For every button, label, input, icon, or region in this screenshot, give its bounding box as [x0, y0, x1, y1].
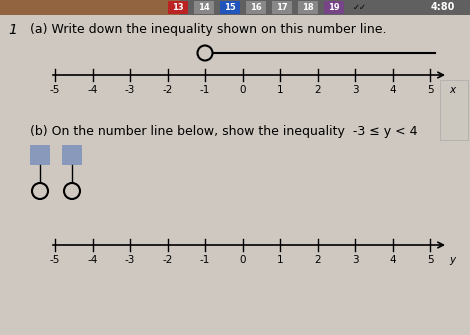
Text: 2: 2: [314, 85, 321, 95]
Text: 0: 0: [239, 255, 246, 265]
Text: 5: 5: [427, 85, 433, 95]
Bar: [168, 1, 188, 14]
Bar: [246, 1, 266, 14]
Text: (a) Write down the inequality shown on this number line.: (a) Write down the inequality shown on t…: [30, 23, 386, 36]
Text: 3: 3: [352, 85, 358, 95]
Bar: [440, 80, 468, 140]
Circle shape: [32, 183, 48, 199]
Text: 1: 1: [277, 255, 283, 265]
Text: -1: -1: [200, 85, 210, 95]
Text: 1: 1: [277, 85, 283, 95]
Text: 13: 13: [172, 3, 184, 12]
Bar: [324, 1, 344, 14]
Text: -5: -5: [50, 85, 60, 95]
Text: -2: -2: [162, 85, 172, 95]
Text: (b) On the number line below, show the inequality  -3 ≤ y < 4: (b) On the number line below, show the i…: [30, 125, 417, 138]
Circle shape: [64, 183, 80, 199]
Bar: [298, 1, 318, 14]
Text: 18: 18: [302, 3, 314, 12]
Bar: [0, 0, 470, 15]
Text: -1: -1: [200, 255, 210, 265]
Text: 14: 14: [198, 3, 210, 12]
Text: 2: 2: [314, 255, 321, 265]
Bar: [194, 1, 214, 14]
Text: 3: 3: [352, 255, 358, 265]
Text: y: y: [449, 255, 455, 265]
Text: 4: 4: [389, 255, 396, 265]
Text: ✓✓: ✓✓: [353, 3, 367, 12]
Bar: [30, 145, 50, 165]
Circle shape: [197, 46, 212, 61]
Bar: [220, 1, 240, 14]
Text: 19: 19: [328, 3, 340, 12]
Bar: [62, 145, 82, 165]
Text: 15: 15: [224, 3, 236, 12]
Text: 17: 17: [276, 3, 288, 12]
Text: -4: -4: [87, 85, 98, 95]
Text: x: x: [449, 85, 455, 95]
Text: 5: 5: [427, 255, 433, 265]
Text: 1: 1: [8, 23, 17, 37]
Text: 4:80: 4:80: [431, 2, 455, 12]
Bar: [0, 0, 180, 15]
Text: -2: -2: [162, 255, 172, 265]
Text: -5: -5: [50, 255, 60, 265]
Text: 4: 4: [389, 85, 396, 95]
Text: 0: 0: [239, 85, 246, 95]
Text: -3: -3: [125, 255, 135, 265]
Bar: [272, 1, 292, 14]
Text: 16: 16: [250, 3, 262, 12]
Text: -3: -3: [125, 85, 135, 95]
Text: -4: -4: [87, 255, 98, 265]
